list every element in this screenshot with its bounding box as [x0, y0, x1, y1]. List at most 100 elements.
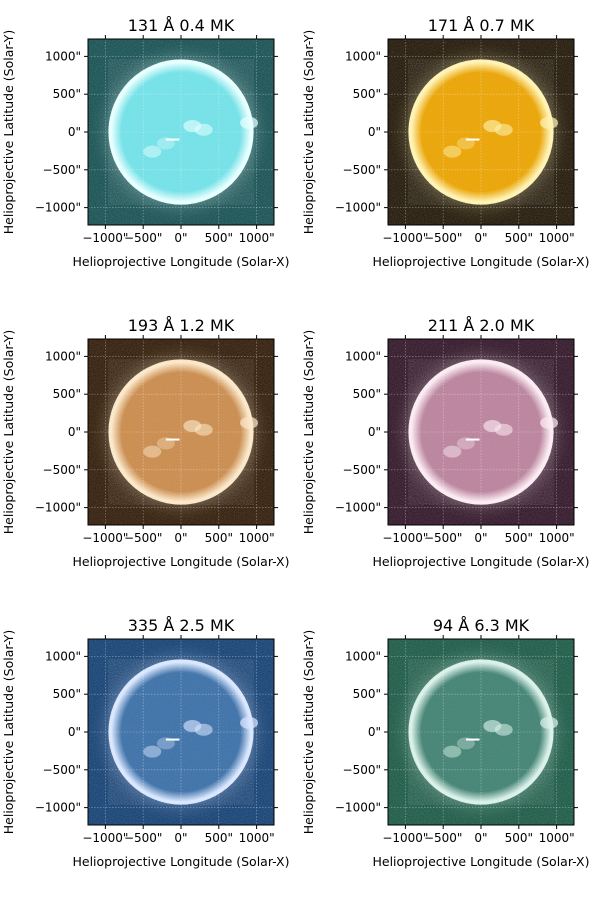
x-axis-label: Helioprojective Longitude (Solar-X) [72, 854, 289, 869]
x-tick-label: 0" [474, 231, 487, 245]
y-tick-label: 500" [353, 387, 381, 401]
active-region [194, 123, 213, 136]
disk-texture [108, 359, 254, 505]
x-axis-label: Helioprojective Longitude (Solar-X) [372, 254, 589, 269]
panel-3: −1000"−500" 0" 500" 1000"1000"500"0"−500"−1… [1, 316, 290, 569]
active-region [143, 745, 162, 758]
y-tick-label: 0" [68, 125, 81, 139]
solar-image [388, 339, 574, 525]
y-tick-label: −1000" [35, 201, 81, 215]
y-tick-label: 1000" [345, 349, 381, 363]
active-region [240, 716, 259, 729]
x-tick-label: 0" [474, 831, 487, 845]
panel-title: 211 Å 2.0 MK [428, 316, 535, 335]
y-axis-label: Helioprojective Latitude (Solar-Y) [1, 330, 16, 535]
x-tick-label: 500" [505, 231, 533, 245]
y-tick-label: 500" [353, 87, 381, 101]
x-axis-label: Helioprojective Longitude (Solar-X) [72, 554, 289, 569]
x-tick-label: −500" [124, 531, 162, 545]
x-tick-label: 1000" [239, 531, 275, 545]
y-tick-label: 0" [368, 125, 381, 139]
active-region [540, 116, 559, 129]
active-region [194, 723, 213, 736]
y-tick-label: −500" [43, 763, 81, 777]
active-region [494, 423, 513, 436]
panel-2: −1000"−500" 0" 500" 1000"1000"500"0"−500"−1… [301, 16, 590, 269]
solar-image [388, 39, 574, 225]
x-axis-label: Helioprojective Longitude (Solar-X) [372, 554, 589, 569]
y-tick-label: 0" [68, 425, 81, 439]
x-tick-label: −500" [424, 231, 462, 245]
x-tick-label: −1000" [382, 531, 428, 545]
y-tick-label: −500" [343, 463, 381, 477]
active-region [443, 445, 462, 458]
disk-texture [408, 659, 554, 805]
active-region [540, 716, 559, 729]
active-region [194, 423, 213, 436]
active-region [240, 116, 259, 129]
x-tick-label: −1000" [82, 531, 128, 545]
panel-title: 171 Å 0.7 MK [428, 16, 535, 35]
y-tick-label: 500" [353, 687, 381, 701]
y-tick-label: 500" [53, 87, 81, 101]
y-tick-label: −500" [43, 163, 81, 177]
x-tick-label: −500" [424, 831, 462, 845]
disk-texture [108, 59, 254, 205]
x-tick-label: 0" [174, 831, 187, 845]
solar-image [88, 39, 274, 225]
y-tick-label: 0" [368, 725, 381, 739]
y-axis-label: Helioprojective Latitude (Solar-Y) [301, 30, 316, 235]
panel-title: 335 Å 2.5 MK [128, 616, 235, 635]
y-tick-label: 1000" [345, 649, 381, 663]
y-tick-label: 1000" [45, 649, 81, 663]
y-tick-label: −1000" [335, 201, 381, 215]
active-region [143, 445, 162, 458]
solar-image [88, 339, 274, 525]
y-tick-label: 500" [53, 687, 81, 701]
x-tick-label: 500" [205, 531, 233, 545]
active-region [240, 416, 259, 429]
y-tick-label: 1000" [345, 49, 381, 63]
panel-title: 193 Å 1.2 MK [128, 316, 235, 335]
x-tick-label: 1000" [539, 831, 575, 845]
x-tick-label: 500" [505, 831, 533, 845]
disk-texture [108, 659, 254, 805]
panel-title: 94 Å 6.3 MK [433, 616, 530, 635]
x-tick-label: 500" [205, 831, 233, 845]
x-tick-label: −1000" [82, 231, 128, 245]
y-tick-label: −1000" [335, 801, 381, 815]
y-tick-label: 1000" [45, 49, 81, 63]
x-axis-label: Helioprojective Longitude (Solar-X) [372, 854, 589, 869]
disk-texture [408, 359, 554, 505]
solar-image [388, 639, 574, 825]
x-tick-label: 1000" [239, 831, 275, 845]
y-tick-label: 0" [368, 425, 381, 439]
x-tick-label: −500" [124, 831, 162, 845]
x-tick-label: −1000" [382, 831, 428, 845]
panel-6: −1000"−500" 0" 500" 1000"1000"500"0"−500"−1… [301, 616, 590, 869]
y-axis-label: Helioprojective Latitude (Solar-Y) [1, 630, 16, 835]
active-region [494, 123, 513, 136]
x-tick-label: −500" [124, 231, 162, 245]
x-axis-label: Helioprojective Longitude (Solar-X) [72, 254, 289, 269]
x-tick-label: −500" [424, 531, 462, 545]
y-tick-label: −500" [343, 163, 381, 177]
x-tick-label: 500" [505, 531, 533, 545]
panel-5: −1000"−500" 0" 500" 1000"1000"500"0"−500"−1… [1, 616, 290, 869]
y-tick-label: −500" [43, 463, 81, 477]
x-tick-label: 0" [474, 531, 487, 545]
y-axis-label: Helioprojective Latitude (Solar-Y) [301, 330, 316, 535]
solar-image [88, 639, 274, 825]
x-tick-label: −1000" [382, 231, 428, 245]
y-tick-label: −1000" [35, 801, 81, 815]
y-tick-label: 1000" [45, 349, 81, 363]
active-region [443, 145, 462, 158]
x-tick-label: 500" [205, 231, 233, 245]
y-axis-label: Helioprojective Latitude (Solar-Y) [1, 30, 16, 235]
y-tick-label: −1000" [335, 501, 381, 515]
y-tick-label: 500" [53, 387, 81, 401]
panel-1: −1000"−500" 0" 500" 1000"1000"500"0"−500"−1… [1, 16, 290, 269]
x-tick-label: −1000" [82, 831, 128, 845]
x-tick-label: 0" [174, 531, 187, 545]
